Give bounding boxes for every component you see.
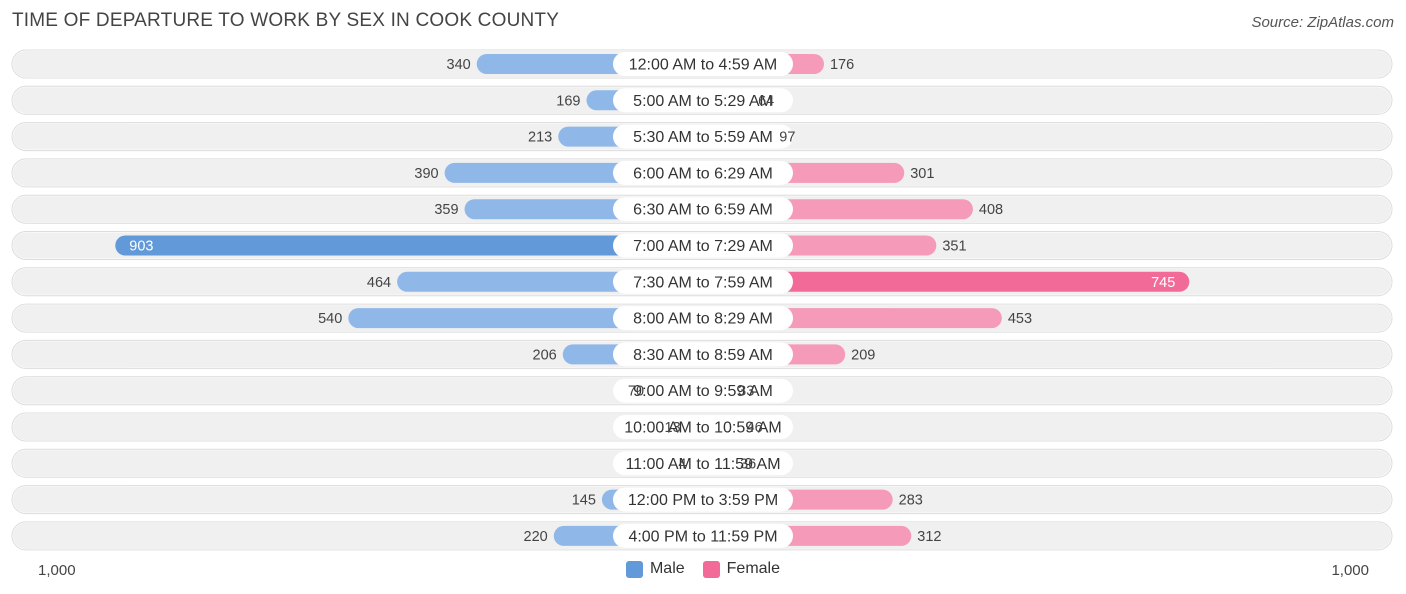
category-label-bg — [613, 52, 793, 76]
female-value-label: 36 — [740, 456, 756, 472]
female-swatch — [702, 560, 720, 578]
category-label-bg — [613, 233, 793, 258]
male-value-label: 540 — [318, 311, 342, 327]
category-label: 6:30 AM to 6:59 AM — [633, 202, 773, 219]
female-value-label: 33 — [738, 384, 754, 400]
male-value-label: 359 — [434, 202, 458, 218]
category-label: 7:00 AM to 7:29 AM — [633, 238, 773, 255]
category-label: 10:00 AM to 10:59 AM — [624, 420, 781, 437]
category-label: 9:00 AM to 9:59 AM — [633, 383, 773, 400]
male-swatch — [625, 560, 643, 578]
category-label-bg — [613, 378, 793, 403]
male-value-label: 340 — [447, 57, 471, 73]
category-label: 4:00 PM to 11:59 PM — [628, 528, 777, 545]
category-label-bg — [613, 160, 793, 185]
female-value-label: 209 — [851, 347, 875, 363]
legend-item-male: Male — [625, 560, 685, 578]
female-value-label: 453 — [1008, 311, 1032, 327]
category-label: 7:30 AM to 7:59 AM — [633, 274, 773, 291]
category-label-bg — [613, 197, 793, 222]
category-label: 12:00 AM to 4:59 AM — [629, 57, 778, 74]
legend-label-male: Male — [649, 560, 685, 577]
male-value-label: 213 — [528, 130, 552, 146]
category-label-bg — [613, 523, 793, 548]
category-label-bg — [613, 88, 793, 113]
female-value-label: 97 — [779, 130, 795, 146]
axis-right-label: 1,000 — [1331, 562, 1369, 579]
category-label-bg — [613, 306, 793, 331]
category-label: 8:00 AM to 8:29 AM — [633, 311, 773, 328]
female-value-label: 408 — [979, 202, 1003, 218]
male-value-label: 903 — [129, 239, 153, 255]
female-value-label: 351 — [942, 239, 966, 255]
male-value-label: 220 — [524, 529, 548, 545]
source-credit: Source: ZipAtlas.com — [1251, 14, 1394, 31]
category-label-bg — [613, 269, 793, 294]
male-value-label: 70 — [628, 384, 644, 400]
category-label: 5:30 AM to 5:59 AM — [633, 129, 773, 146]
category-label: 11:00 AM to 11:59 AM — [625, 456, 780, 473]
female-value-label: 46 — [747, 420, 763, 436]
category-label: 8:30 AM to 8:59 AM — [633, 347, 773, 364]
category-label-bg — [613, 342, 793, 367]
male-value-label: 169 — [556, 93, 580, 109]
male-value-label: 464 — [367, 275, 391, 291]
legend-item-female: Female — [702, 560, 781, 578]
female-bar — [703, 271, 1190, 292]
legend-label-female: Female — [726, 560, 781, 577]
male-value-label: 206 — [533, 347, 557, 363]
axis-left-label: 1,000 — [38, 562, 76, 579]
female-value-label: 312 — [917, 529, 941, 545]
category-label-bg — [613, 415, 793, 439]
category-label-bg — [613, 487, 793, 512]
chart-title: TIME OF DEPARTURE TO WORK BY SEX IN COOK… — [12, 10, 560, 31]
male-value-label: 13 — [665, 420, 681, 436]
category-label: 12:00 PM to 3:59 PM — [628, 492, 778, 509]
category-label-bg — [613, 124, 793, 149]
category-label: 5:00 AM to 5:29 AM — [633, 93, 773, 110]
category-label: 6:00 AM to 6:29 AM — [633, 165, 773, 182]
female-value-label: 301 — [910, 166, 934, 182]
category-label-bg — [613, 451, 793, 476]
male-bar — [115, 235, 704, 256]
female-value-label: 745 — [1151, 275, 1175, 291]
female-value-label: 283 — [899, 493, 923, 509]
female-value-label: 176 — [830, 57, 854, 73]
male-value-label: 4 — [678, 456, 686, 472]
female-value-label: 64 — [758, 93, 774, 109]
male-value-label: 145 — [572, 493, 596, 509]
legend: Male Female — [0, 560, 1406, 578]
male-value-label: 390 — [414, 166, 438, 182]
